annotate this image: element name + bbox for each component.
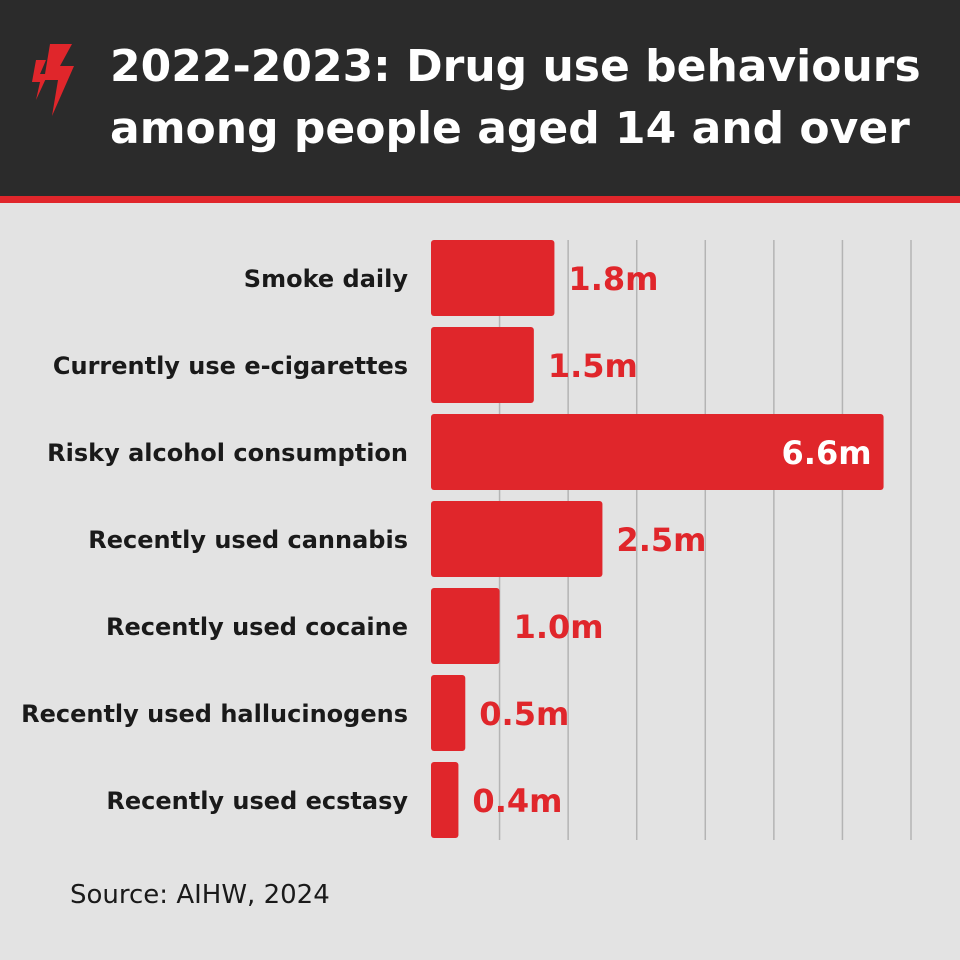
data-label: 1.0m xyxy=(514,608,604,646)
bar xyxy=(431,588,500,664)
bar xyxy=(431,501,603,577)
chart-title: 2022-2023: Drug use behaviours among peo… xyxy=(110,36,940,160)
bar xyxy=(431,675,466,751)
category-label: Recently used cocaine xyxy=(106,613,408,641)
category-label: Currently use e-cigarettes xyxy=(53,352,408,380)
labels: Smoke daily 1.8m Currently use e-cigarette… xyxy=(21,260,871,820)
bar xyxy=(431,327,534,403)
header-bar: 2022-2023: Drug use behaviours among peo… xyxy=(0,0,960,196)
category-label: Smoke daily xyxy=(244,265,409,293)
source-note: Source: AIHW, 2024 xyxy=(70,880,330,910)
bar xyxy=(431,414,884,490)
category-label: Recently used ecstasy xyxy=(106,787,408,815)
data-label: 2.5m xyxy=(616,521,706,559)
data-label: 1.5m xyxy=(548,347,638,385)
data-label: 1.8m xyxy=(568,260,658,298)
title-line-2: among people aged 14 and over xyxy=(110,103,910,154)
data-label: 0.4m xyxy=(472,782,562,820)
bar-chart: Smoke daily 1.8m Currently use e-cigarette… xyxy=(21,240,912,840)
category-label: Recently used hallucinogens xyxy=(21,700,408,728)
bars xyxy=(431,240,884,838)
title-line-1: 2022-2023: Drug use behaviours xyxy=(110,41,921,92)
sbs-logo-icon xyxy=(32,44,74,116)
header-accent-stripe xyxy=(0,196,960,203)
bar xyxy=(431,762,459,838)
bar xyxy=(431,240,555,316)
category-label: Risky alcohol consumption xyxy=(47,439,408,467)
data-label: 0.5m xyxy=(479,695,569,733)
data-label: 6.6m xyxy=(782,434,872,472)
category-label: Recently used cannabis xyxy=(88,526,408,554)
